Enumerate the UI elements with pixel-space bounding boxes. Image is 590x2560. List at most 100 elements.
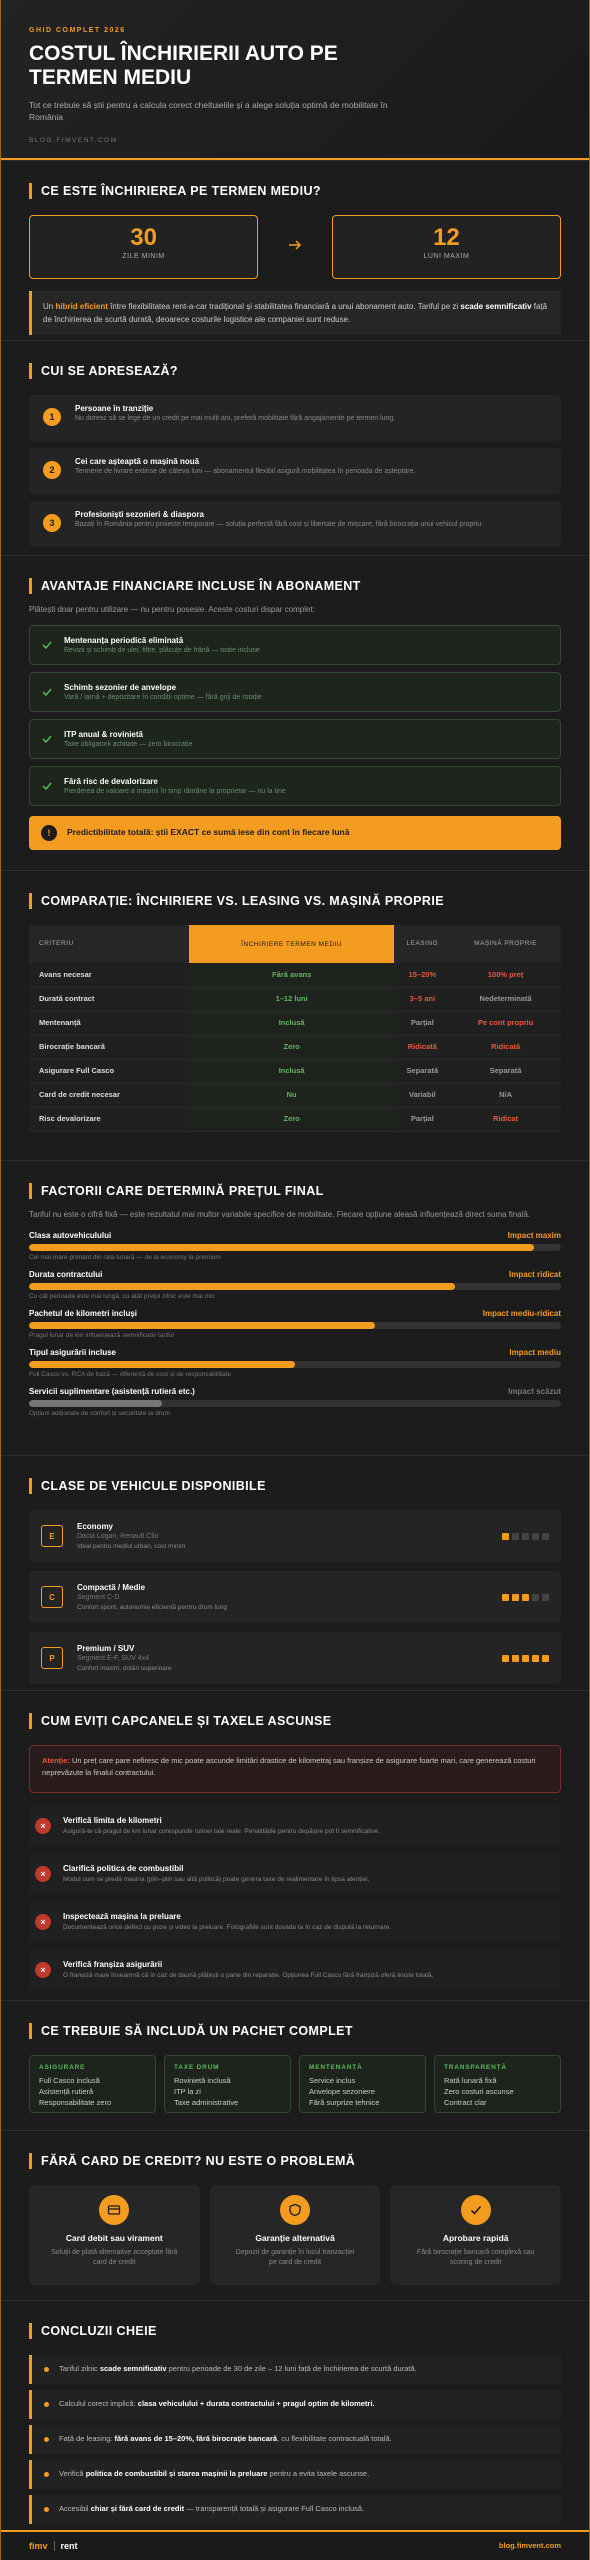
comparison-table: CRITERIU ÎNCHIRIERE TERMEN MEDIU LEASING MA… <box>29 925 561 1132</box>
card-text: Fără birocrație bancară complexă sau sco… <box>416 2248 535 2266</box>
item-body: Verifică franșiza asigurării O franșiză m… <box>63 1959 433 1979</box>
level-dot <box>522 1532 529 1540</box>
section-traps: CUM EVIȚI CAPCANELE ȘI TAXELE ASCUNSE At… <box>1 1690 589 2000</box>
nocard-cards: Card debit sau virament Soluții de plată … <box>29 2185 562 2285</box>
brand-suffix: rent <box>53 2540 78 2551</box>
conclusion-item: Tariful zilnic scade semnificativ pentru… <box>29 2355 561 2384</box>
vehicle-segment: Dacia Logan, Renault Clio <box>77 1533 159 1541</box>
item-body: Clarifică politica de combustibil Modul c… <box>63 1863 369 1883</box>
level-dot <box>532 1593 539 1601</box>
benefit-list: Mentenanța periodică eliminată Revizii și… <box>29 625 561 807</box>
section-package: CE TREBUIE SĂ INCLUDĂ UN PACHET COMPLET … <box>1 2000 589 2130</box>
factor-impact: Impact mediu-ridicat <box>482 1309 561 1319</box>
vehicle-name: Compactă / Medie <box>77 1582 146 1592</box>
table-cell: Parțial <box>394 1107 451 1132</box>
factor-note: Pragul lunar de km influențează semnific… <box>29 1332 174 1340</box>
icon <box>108 2205 121 2215</box>
card-icon <box>460 2195 491 2225</box>
factor-track <box>29 1322 561 1330</box>
vehicle-text: Confort maxim, dotări superioare <box>77 1664 172 1672</box>
table-cell: Ridicată <box>394 1035 451 1060</box>
vehicle-card: P Premium / SUV Segment E-F, SUV 4x4 Confor… <box>29 1632 561 1684</box>
table-row: Card de credit necesar Nu Variabil N/A <box>29 1083 561 1108</box>
level-dot <box>502 1532 509 1540</box>
bullet <box>44 2402 49 2407</box>
info-box: Un hibrid eficient între flexibilitatea … <box>29 291 561 335</box>
factor: Durata contractului Impact ridicat Cu cât … <box>29 1269 561 1308</box>
factor: Clasa autovehiculului Impact maxim Cel mai… <box>29 1230 561 1269</box>
item-number: 2 <box>43 461 61 479</box>
package-column: MENTENANȚĂ Service inclus Anvelope sezonie… <box>299 2055 426 2113</box>
column-item: Full Casco inclusă <box>39 2076 100 2086</box>
level-indicator <box>502 1654 549 1662</box>
callout: ! Predictibilitate totală: știi EXACT ce … <box>29 816 561 851</box>
level-dot <box>522 1654 529 1662</box>
column-header: ÎNCHIRIERE TERMEN MEDIU <box>188 925 395 963</box>
vehicle-text: Ideal pentru mediul urban, cost minim <box>77 1542 186 1550</box>
table-cell: Birocrație bancară <box>29 1035 189 1060</box>
factor-impact: Impact mediu <box>509 1348 561 1358</box>
level-dot <box>542 1593 549 1601</box>
table-body: Avans necesar Fără avans 15–20% 100% preț Du… <box>29 963 561 1132</box>
factor-name: Pachetul de kilometri incluși <box>29 1309 138 1319</box>
table-cell: Separată <box>450 1059 561 1084</box>
table-cell: Nu <box>188 1083 395 1108</box>
table-cell: Risc devalorizare <box>29 1107 189 1132</box>
icon <box>470 2205 481 2215</box>
section-title: CUI SE ADRESEAZĂ? <box>29 363 561 379</box>
section-what: CE ESTE ÎNCHIRIEREA PE TERMEN MEDIU? 30 Z… <box>1 160 589 340</box>
trap-item: × Verifică limita de kilometri Asigură-te … <box>29 1805 561 1846</box>
factor-impact: Impact scăzut <box>508 1387 561 1397</box>
stats: 30 ZILE MINIM 12 LUNI MAXIM <box>29 215 561 279</box>
factor-bar <box>29 1361 295 1369</box>
item-text: Pierderea de valoare a mașinii în timp r… <box>64 787 286 795</box>
header-title: COSTUL ÎNCHIRIERII AUTO PE TERMEN MEDIU <box>29 41 338 89</box>
item-body: Profesioniști sezonieri & diaspora Bazați… <box>75 509 483 539</box>
factor: Tipul asigurării incluse Impact mediu Full… <box>29 1347 561 1386</box>
item-title: Verifică limita de kilometri <box>63 1816 162 1826</box>
section-conclusions: CONCLUZII CHEIE Tariful zilnic scade sem… <box>1 2300 589 2530</box>
table-cell: Avans necesar <box>29 963 189 988</box>
factor-row: Servicii suplimentare (asistență rutieră… <box>29 1386 561 1397</box>
factor-bar <box>29 1244 535 1252</box>
stat-box: 12 LUNI MAXIM <box>331 215 561 279</box>
warning-icon: × <box>35 1913 51 1930</box>
factor-name: Tipul asigurării incluse <box>29 1348 116 1358</box>
trap-item: × Verifică franșiza asigurării O franșiză … <box>29 1949 561 1990</box>
intro: Plătești doar pentru utilizare — nu pent… <box>29 605 315 614</box>
table-cell: Mentenanță <box>29 1011 189 1036</box>
table-cell: 3–5 ani <box>394 987 451 1012</box>
item-body: Fără risc de devalorizare Pierderea de va… <box>64 776 286 797</box>
vehicle-letter: P <box>41 1647 63 1669</box>
vehicle-list: E Economy Dacia Logan, Renault Clio Ideal p… <box>29 1510 561 1684</box>
text-run: Un <box>43 302 56 311</box>
section-vehicles: CLASE DE VEHICULE DISPONIBILE E Economy Da… <box>1 1455 589 1690</box>
brand-name: fimv <box>29 2540 48 2551</box>
factor-track <box>29 1283 561 1291</box>
table-cell: N/A <box>450 1083 561 1108</box>
vehicle-letter: E <box>41 1525 63 1547</box>
text-run: Tariful zilnic <box>59 2364 100 2374</box>
column-item: Zero costuri ascunse <box>444 2087 514 2097</box>
vehicle-body: Economy Dacia Logan, Renault Clio Ideal pe… <box>77 1521 502 1551</box>
text-run: pentru a evita taxele ascunse. <box>267 2469 370 2479</box>
column-item: Fără surprize tehnice <box>309 2098 380 2108</box>
item-body: Inspectează mașina la preluare Documentea… <box>63 1911 391 1931</box>
alert-label: Atenție: <box>42 1756 70 1765</box>
level-dot <box>512 1532 519 1540</box>
bullet <box>44 2507 49 2512</box>
table-cell: Variabil <box>394 1083 451 1108</box>
card-title: Card debit sau virament <box>65 2233 163 2243</box>
item-number: 1 <box>43 408 61 426</box>
item-body: Schimb sezonier de anvelope Vară / iarnă … <box>64 682 262 703</box>
column-item: ITP la zi <box>174 2087 201 2097</box>
item-title: Persoane în tranziție <box>75 404 154 413</box>
section-nocard: FĂRĂ CARD DE CREDIT? NU ESTE O PROBLEMĂ … <box>1 2130 589 2300</box>
section-title: CONCLUZII CHEIE <box>29 2323 561 2339</box>
item-title: Profesioniști sezonieri & diaspora <box>75 510 204 519</box>
package-columns: ASIGURARE Full Casco inclusă Asistență rut… <box>29 2055 561 2113</box>
header: GHID COMPLET 2026 COSTUL ÎNCHIRIERII AUT… <box>1 0 589 160</box>
vehicle-body: Premium / SUV Segment E-F, SUV 4x4 Confort… <box>77 1643 502 1673</box>
column-item: Anvelope sezoniere <box>309 2087 375 2097</box>
header-label: GHID COMPLET 2026 <box>29 27 126 34</box>
